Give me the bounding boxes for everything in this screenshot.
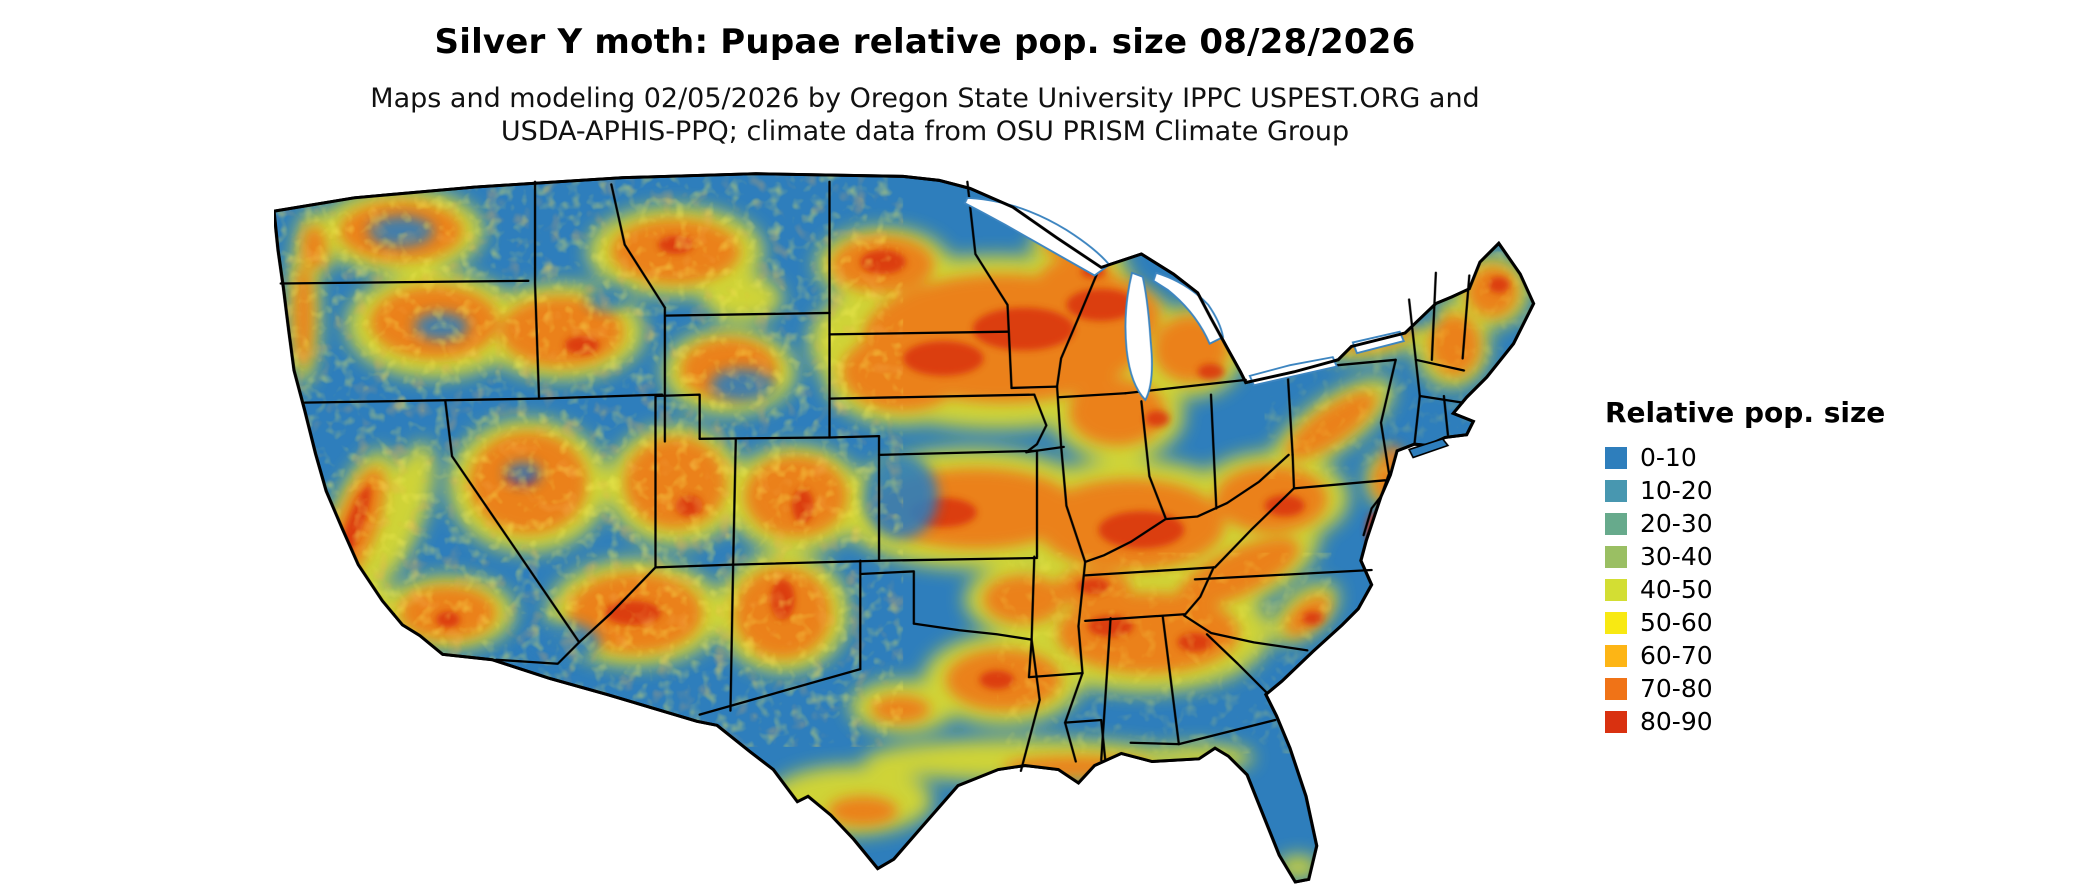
legend-item-label: 30-40 — [1640, 542, 1713, 571]
legend-item-label: 40-50 — [1640, 575, 1713, 604]
legend-swatch — [1605, 479, 1627, 502]
legend-items: 0-10 10-20 20-30 30-40 40-50 50-60 60-70 70-80 8… — [1605, 441, 1885, 738]
subtitle-line1: Maps and modeling 02/05/2026 by Oregon S… — [370, 83, 1480, 114]
legend-item: 40-50 — [1605, 573, 1885, 606]
legend-title: Relative pop. size — [1605, 396, 1886, 429]
legend-item-label: 20-30 — [1640, 509, 1713, 538]
legend-swatch — [1605, 611, 1627, 634]
state-borders — [279, 180, 1471, 772]
us-border-stroke — [274, 172, 1536, 884]
legend-item: 50-60 — [1605, 606, 1885, 639]
population-raster — [274, 173, 1534, 880]
legend-item: 60-70 — [1605, 639, 1885, 672]
legend-swatch — [1605, 677, 1627, 700]
legend-swatch — [1605, 644, 1627, 667]
legend-swatch — [1605, 512, 1627, 535]
legend-item-label: 70-80 — [1640, 674, 1713, 703]
legend-item-label: 10-20 — [1640, 476, 1713, 505]
lake-michigan — [1124, 271, 1153, 402]
legend-item: 70-80 — [1605, 672, 1885, 705]
legend-item: 30-40 — [1605, 540, 1885, 573]
lake-huron — [1152, 271, 1225, 346]
legend-item-label: 0-10 — [1640, 443, 1697, 472]
legend: Relative pop. size 0-10 10-20 20-30 30-40 40… — [1605, 396, 1885, 738]
legend-swatch — [1605, 545, 1627, 568]
legend-item: 10-20 — [1605, 474, 1885, 507]
us-map-svg — [274, 172, 1536, 884]
legend-item-label: 80-90 — [1640, 707, 1713, 736]
legend-swatch — [1605, 578, 1627, 601]
legend-swatch — [1605, 710, 1627, 733]
legend-swatch — [1605, 446, 1627, 469]
legend-item-label: 60-70 — [1640, 641, 1713, 670]
legend-item: 20-30 — [1605, 507, 1885, 540]
us-population-map — [274, 171, 1559, 886]
legend-item-label: 50-60 — [1640, 608, 1713, 637]
subtitle-line2: USDA-APHIS-PPQ; climate data from OSU PR… — [500, 116, 1350, 147]
legend-item: 0-10 — [1605, 441, 1885, 474]
legend-item: 80-90 — [1605, 705, 1885, 738]
page-title: Silver Y moth: Pupae relative pop. size … — [434, 22, 1416, 62]
long-island — [1407, 437, 1450, 459]
lake-superior — [963, 196, 1111, 277]
